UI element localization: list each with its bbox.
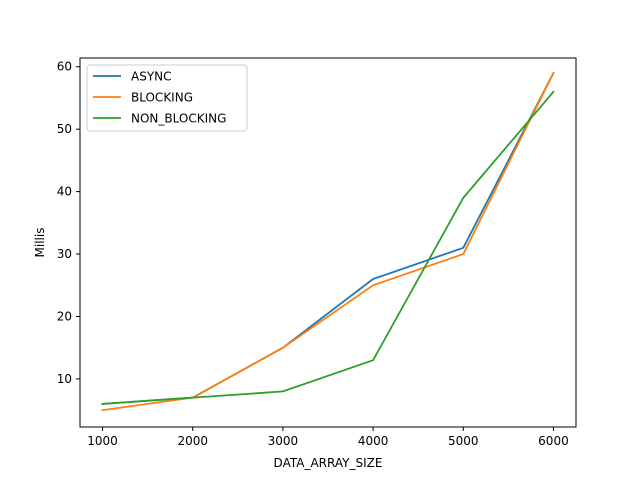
x-tick-label: 5000 bbox=[448, 434, 479, 448]
y-tick-label: 10 bbox=[57, 372, 72, 386]
y-tick-label: 30 bbox=[57, 247, 72, 261]
legend-label: BLOCKING bbox=[131, 91, 193, 105]
y-tick-label: 40 bbox=[57, 185, 72, 199]
plot-frame bbox=[79, 57, 577, 428]
x-axis-ticks: 1000 2000 3000 4000 5000 6000 bbox=[87, 427, 569, 448]
x-tick-label: 2000 bbox=[177, 434, 208, 448]
y-axis-ticks: 10 20 30 40 50 60 bbox=[57, 60, 80, 386]
legend-box bbox=[86, 64, 248, 132]
x-tick-label: 4000 bbox=[358, 434, 389, 448]
legend-label: NON_BLOCKING bbox=[131, 112, 226, 126]
x-axis-label: DATA_ARRAY_SIZE bbox=[274, 456, 383, 470]
series-layer bbox=[101, 71, 555, 412]
series-line-blocking bbox=[101, 71, 555, 412]
y-tick-label: 20 bbox=[57, 309, 72, 323]
x-tick-label: 1000 bbox=[87, 434, 118, 448]
y-tick-label: 60 bbox=[57, 60, 72, 74]
x-tick-label: 6000 bbox=[538, 434, 569, 448]
legend-label: ASYNC bbox=[131, 70, 172, 84]
series-line-non-blocking bbox=[101, 90, 555, 405]
legend: ASYNC BLOCKING NON_BLOCKING bbox=[86, 64, 248, 132]
x-tick-label: 3000 bbox=[268, 434, 299, 448]
y-axis-label: Millis bbox=[33, 228, 47, 258]
y-tick-label: 50 bbox=[57, 122, 72, 136]
